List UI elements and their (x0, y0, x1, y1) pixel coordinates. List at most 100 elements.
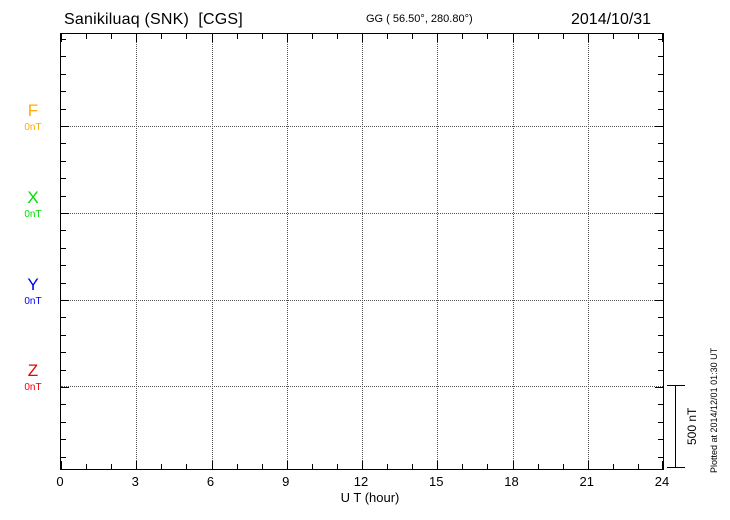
grid-layer (61, 34, 663, 469)
y-axis-tick-right (658, 457, 663, 458)
gridline-horizontal (61, 126, 663, 127)
y-axis-tick-right (655, 213, 663, 214)
x-axis-tick-top (86, 34, 87, 39)
x-axis-tick-bottom (387, 464, 388, 469)
gridline-horizontal (61, 213, 663, 214)
gridline-horizontal (61, 386, 663, 387)
x-axis-tick-top (538, 34, 539, 39)
x-axis-tick-bottom (412, 464, 413, 469)
scale-bar-top-cap (667, 385, 685, 386)
y-axis-tick-left (61, 300, 69, 301)
x-axis-tick-bottom (462, 464, 463, 469)
y-axis-tick-left (61, 352, 66, 353)
y-axis-tick-left (61, 248, 66, 249)
x-axis-tick-bottom (588, 461, 589, 469)
x-axis-tick-bottom (312, 464, 313, 469)
gridline-vertical (212, 34, 213, 469)
plot-area (60, 33, 664, 470)
y-axis-tick-right (658, 161, 663, 162)
y-axis-tick-right (658, 422, 663, 423)
page-title: Sanikiluaq (SNK) [CGS] (64, 11, 243, 28)
x-axis-tick-top (662, 34, 663, 42)
x-axis-tick-top (161, 34, 162, 39)
x-axis-tick-top (362, 34, 363, 42)
x-axis-tick-bottom (212, 461, 213, 469)
x-axis-tick-top (262, 34, 263, 39)
x-axis-tick-bottom (613, 464, 614, 469)
x-axis-tick-top (387, 34, 388, 39)
component-letter-y: Y (27, 275, 39, 294)
component-letter-x: X (27, 188, 39, 207)
x-tick-label: 6 (206, 474, 215, 489)
x-axis-tick-bottom (487, 464, 488, 469)
component-label-y: Y 0nT (10, 276, 56, 308)
y-axis-tick-left (61, 178, 66, 179)
component-label-f: F 0nT (10, 102, 56, 134)
y-axis-tick-right (658, 56, 663, 57)
x-axis-title: U T (hour) (340, 490, 400, 505)
y-axis-tick-left (61, 370, 66, 371)
x-tick-label: 15 (429, 474, 444, 489)
component-baseline-x: 0nT (24, 209, 42, 220)
y-axis-tick-left (61, 91, 66, 92)
y-axis-tick-left (61, 143, 66, 144)
y-axis-tick-right (658, 74, 663, 75)
x-axis-tick-top (136, 34, 137, 42)
x-tick-label: 9 (282, 474, 290, 489)
x-axis-tick-bottom (538, 464, 539, 469)
gridline-vertical (136, 34, 137, 469)
x-tick-label: 12 (353, 474, 369, 489)
y-axis-tick-right (658, 39, 663, 40)
y-axis-tick-right (655, 387, 663, 388)
y-axis-tick-left (61, 161, 66, 162)
y-axis-tick-left (61, 196, 66, 197)
y-axis-tick-left (61, 317, 66, 318)
y-axis-tick-right (658, 404, 663, 405)
gridline-vertical (287, 34, 288, 469)
scale-bar (664, 385, 686, 468)
x-tick-label: 24 (654, 474, 670, 489)
y-axis-tick-left (61, 457, 66, 458)
y-axis-tick-right (658, 317, 663, 318)
gridline-vertical (588, 34, 589, 469)
x-axis-tick-top (212, 34, 213, 42)
gridline-vertical (362, 34, 363, 469)
x-axis-tick-top (613, 34, 614, 39)
x-axis-tick-top (61, 34, 62, 42)
x-axis-tick-top (287, 34, 288, 42)
y-axis-tick-right (658, 230, 663, 231)
y-axis-tick-right (658, 370, 663, 371)
y-axis-tick-left (61, 230, 66, 231)
gridline-vertical (513, 34, 514, 469)
x-axis-tick-bottom (161, 464, 162, 469)
y-axis-tick-right (658, 265, 663, 266)
x-axis-tick-bottom (86, 464, 87, 469)
y-axis-tick-right (658, 196, 663, 197)
y-axis-tick-right (658, 91, 663, 92)
component-letter-f: F (27, 101, 39, 120)
y-axis-tick-left (61, 126, 69, 127)
x-axis-tick-bottom (638, 464, 639, 469)
y-axis-tick-left (61, 335, 66, 336)
component-baseline-z: 0nT (24, 382, 42, 393)
y-axis-tick-right (658, 178, 663, 179)
y-axis-tick-right (658, 335, 663, 336)
y-axis-tick-right (658, 439, 663, 440)
plot-date: 2014/10/31 (571, 11, 652, 28)
y-axis-tick-right (658, 352, 663, 353)
x-tick-label: 3 (131, 474, 139, 489)
x-axis-tick-top (638, 34, 639, 39)
y-axis-tick-left (61, 213, 69, 214)
y-axis-tick-right (655, 126, 663, 127)
y-axis-tick-right (658, 109, 663, 110)
component-label-x: X 0nT (10, 189, 56, 221)
scale-bar-line (675, 385, 676, 468)
y-axis-tick-left (61, 283, 66, 284)
x-tick-label: 18 (504, 474, 519, 489)
x-axis-tick-bottom (287, 461, 288, 469)
x-axis-tick-bottom (662, 461, 663, 469)
x-axis-tick-top (462, 34, 463, 39)
component-baseline-y: 0nT (24, 296, 42, 307)
geographic-coordinates: GG ( 56.50°, 280.80°) (366, 13, 473, 25)
x-axis-tick-bottom (262, 464, 263, 469)
